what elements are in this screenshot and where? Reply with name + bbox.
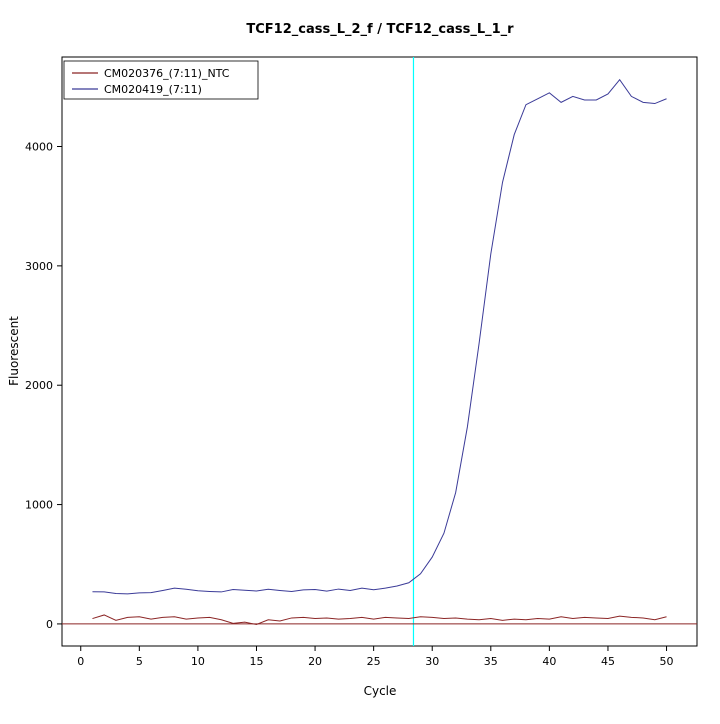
x-tick-label: 50 <box>660 655 674 668</box>
x-tick-label: 20 <box>308 655 322 668</box>
series-line-1 <box>92 78 667 595</box>
legend-box <box>63 60 259 100</box>
x-tick-label: 35 <box>484 655 498 668</box>
x-tick-label: 25 <box>367 655 381 668</box>
legend-label-sample: CM020419_(7:11) <box>104 83 202 96</box>
x-tick-label: 10 <box>191 655 205 668</box>
x-tick-label: 30 <box>425 655 439 668</box>
y-axis-label: Fluorescent <box>7 316 21 386</box>
plot-border <box>61 56 698 647</box>
plot-area: 0 5 10 15 20 25 30 35 40 45 50 0 1000 2000 3000 4000 <box>25 56 698 668</box>
legend-label-ntc: CM020376_(7:11)_NTC <box>104 67 230 80</box>
x-tick-label: 15 <box>249 655 263 668</box>
x-tick-label: 0 <box>77 655 84 668</box>
x-axis-label: Cycle <box>364 684 397 698</box>
x-tick-label: 45 <box>601 655 615 668</box>
series-line-0 <box>92 614 667 626</box>
y-tick-label: 0 <box>46 618 53 631</box>
legend: CM020376_(7:11)_NTC CM020419_(7:11) <box>63 60 259 100</box>
x-tick-label: 40 <box>542 655 556 668</box>
y-tick-label: 2000 <box>25 379 53 392</box>
y-tick-label: 1000 <box>25 499 53 512</box>
y-tick-label: 4000 <box>25 141 53 154</box>
y-tick-label: 3000 <box>25 260 53 273</box>
x-tick-label: 5 <box>136 655 143 668</box>
chart-title: TCF12_cass_L_2_f / TCF12_cass_L_1_r <box>246 22 514 37</box>
